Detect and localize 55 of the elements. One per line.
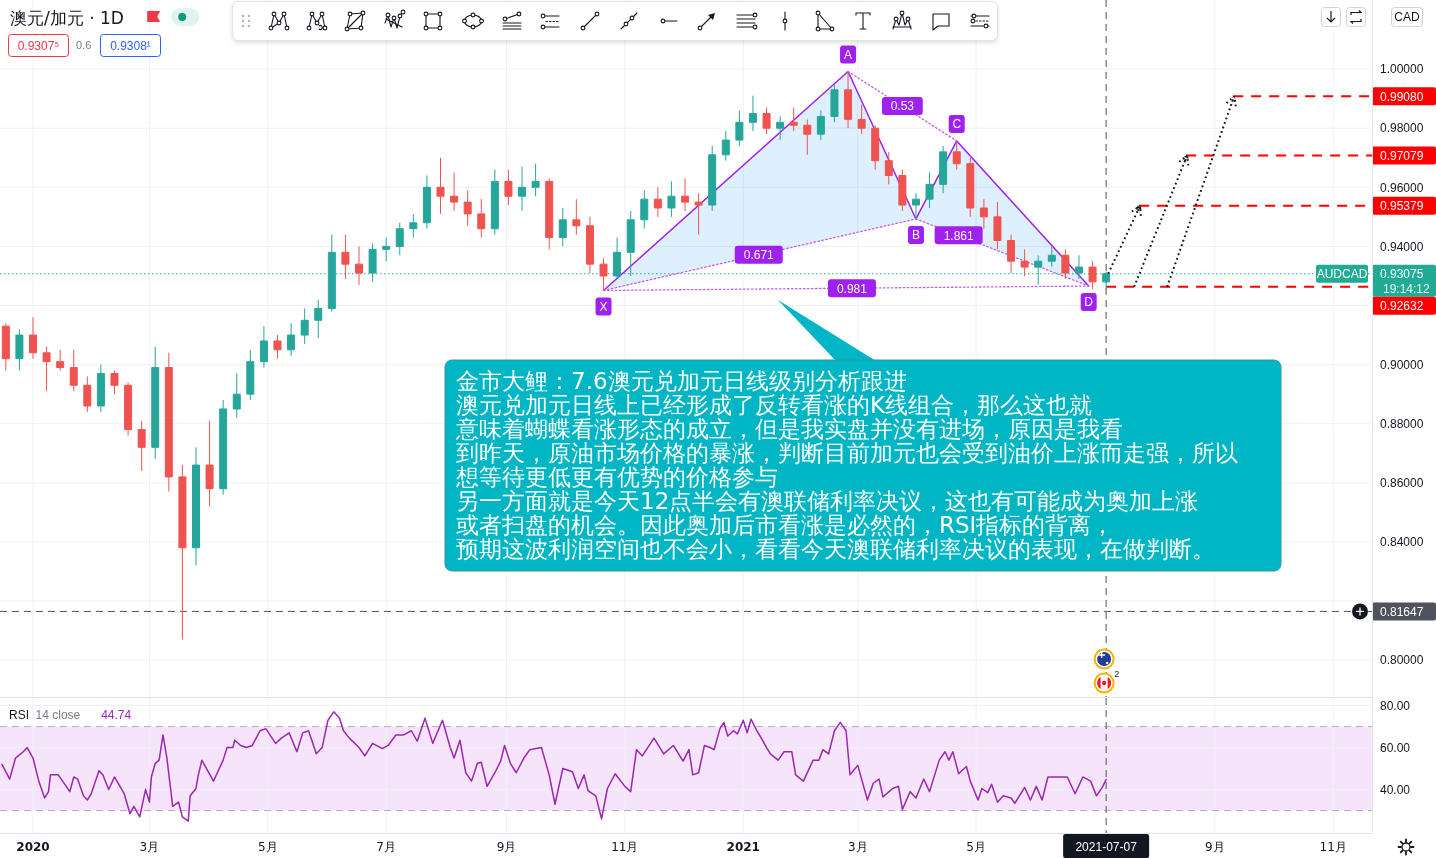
annotation: 0.6 [76, 39, 92, 52]
ref-line-label: 0.92632 [1380, 298, 1424, 313]
x-tick-label: 5月 [257, 840, 278, 854]
x-tick-label: 9月 [1204, 840, 1225, 854]
y-axis-title: CAD [1394, 10, 1420, 25]
y-tick-label: 40.00 [1380, 782, 1411, 797]
annotation: AUDCAD [1316, 266, 1368, 281]
y-tick-label: 0.96000 [1380, 180, 1424, 195]
annotation: A [844, 47, 853, 62]
annotation: 0.9308¹ [110, 38, 151, 53]
ref-line-label: 2021-07-07 [1075, 840, 1138, 854]
y-tick-label: 80.00 [1380, 698, 1411, 713]
annotation: 0.53 [890, 99, 915, 114]
annotation: 另一方面就是今天12点半会有澳联储利率决议，这也有可能成为奥加上涨 [456, 488, 1199, 514]
annotation: 0.671 [743, 248, 775, 263]
text: 澳元/加元 · 1D [10, 8, 124, 28]
annotation: 想等待更低更有优势的价格参与 [455, 464, 778, 490]
x-tick-label: 9月 [496, 840, 517, 854]
ref-line-label: 0.93075 [1380, 266, 1424, 281]
x-tick-label: 3月 [139, 840, 160, 854]
x-tick-label: 3月 [847, 840, 868, 854]
annotation: B [911, 228, 920, 243]
annotation: 金市大鲤：7.6澳元兑加元日线级别分析跟进 [456, 368, 907, 394]
x-tick-label: 2021 [726, 840, 760, 854]
y-tick-label: 0.90000 [1380, 357, 1424, 372]
y-tick-label: 0.98000 [1380, 121, 1424, 136]
annotation: C [952, 117, 962, 132]
ref-line-label: 0.81647 [1380, 604, 1424, 619]
annotation: 0.9307⁵ [17, 38, 60, 53]
x-tick-label: 11月 [1319, 840, 1347, 854]
text: 14 close [35, 708, 81, 723]
x-tick-label: 11月 [611, 840, 639, 854]
annotation: 到昨天，原油市场价格的暴涨，判断目前加元也会受到油价上涨而走强，所以 [456, 440, 1238, 466]
text: 19:14:12 [1383, 281, 1431, 296]
y-tick-label: 0.88000 [1380, 416, 1424, 431]
annotation: 2 [1114, 669, 1120, 679]
text: RSI [9, 708, 30, 723]
ref-line-label: 0.95379 [1380, 198, 1424, 213]
y-tick-label: 60.00 [1380, 740, 1411, 755]
annotation: X [599, 299, 608, 314]
annotation: 0.981 [836, 281, 868, 296]
x-tick-label: 2020 [16, 840, 50, 854]
ref-line-label: 0.99080 [1380, 89, 1424, 104]
annotation: 意味着蝴蝶看涨形态的成立，但是我实盘并没有进场，原因是我看 [455, 416, 1123, 442]
x-tick-label: 7月 [376, 840, 396, 854]
y-tick-label: 0.80000 [1380, 653, 1424, 668]
ref-line-label: 0.97079 [1380, 148, 1424, 163]
y-tick-label: 0.86000 [1380, 475, 1424, 490]
annotation: 1.861 [943, 228, 974, 243]
annotation: D [1084, 295, 1094, 310]
x-tick-label: 5月 [966, 840, 986, 854]
y-tick-label: 1.00000 [1380, 62, 1424, 77]
annotation: 44.74 [101, 708, 132, 723]
y-tick-label: 0.84000 [1380, 535, 1424, 550]
y-tick-label: 0.94000 [1380, 239, 1424, 254]
